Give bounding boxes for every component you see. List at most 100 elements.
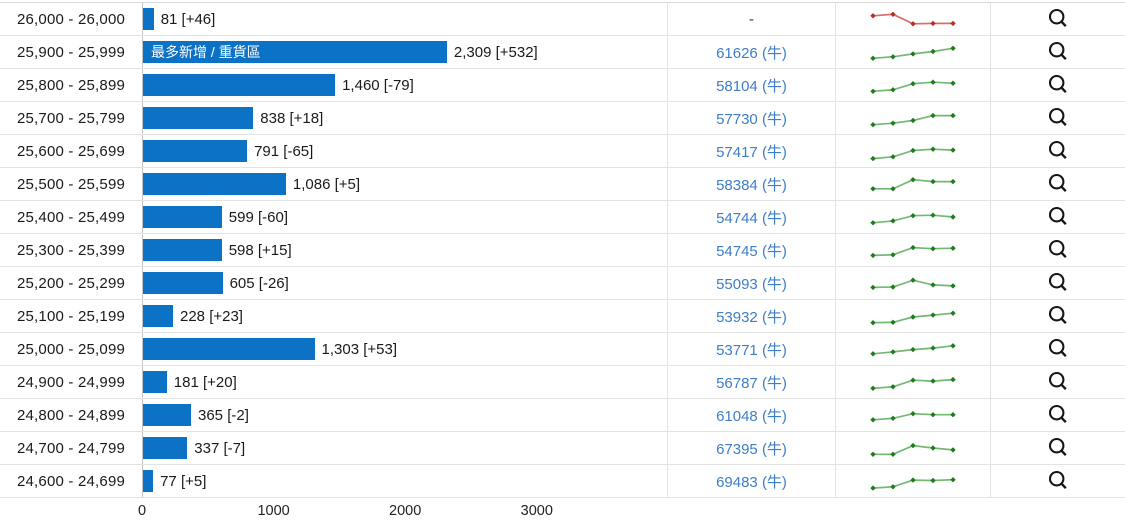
table-row: 25,400 - 25,499 599 [-60] 54744 (牛) <box>0 201 1125 234</box>
outstanding-cell: 69483 (牛) <box>667 465 835 497</box>
bar-value-label: 2,309 [+532] <box>453 43 538 61</box>
search-icon[interactable] <box>1047 140 1069 162</box>
trend-cell <box>835 399 990 431</box>
search-icon[interactable] <box>1047 8 1069 30</box>
bar-value-label: 81 [+46] <box>160 10 216 28</box>
price-range-label: 25,800 - 25,899 <box>16 76 126 94</box>
table-row: 24,800 - 24,899 365 [-2] 61048 (牛) <box>0 399 1125 432</box>
search-icon[interactable] <box>1047 107 1069 129</box>
volume-bar <box>143 173 286 195</box>
sparkline-point <box>890 120 896 126</box>
search-icon[interactable] <box>1047 338 1069 360</box>
price-range-label: 25,500 - 25,599 <box>16 175 126 193</box>
no-data-dash: - <box>749 10 754 28</box>
table-row: 25,600 - 25,699 791 [-65] 57417 (牛) <box>0 135 1125 168</box>
trend-sparkline <box>870 277 956 291</box>
outstanding-cell: 61626 (牛) <box>667 36 835 68</box>
sparkline-point <box>930 178 936 185</box>
outstanding-link[interactable]: 54745 (牛) <box>716 242 787 260</box>
search-icon[interactable] <box>1047 41 1069 63</box>
sparkline-point <box>870 13 876 19</box>
magnifier-glyph <box>1048 239 1067 259</box>
search-icon[interactable] <box>1047 437 1069 459</box>
trend-sparkline <box>870 146 956 162</box>
trend-cell <box>835 366 990 398</box>
outstanding-cell: 53932 (牛) <box>667 300 835 332</box>
outstanding-link[interactable]: 53932 (牛) <box>716 308 787 326</box>
outstanding-link[interactable]: 54744 (牛) <box>716 209 787 227</box>
search-icon[interactable] <box>1047 371 1069 393</box>
bar-value-label: 181 [+20] <box>173 373 237 391</box>
sparkline-point <box>950 20 956 27</box>
sparkline-point <box>930 20 936 27</box>
trend-sparkline <box>870 112 956 128</box>
magnifier-glyph <box>1048 437 1067 457</box>
search-icon[interactable] <box>1047 206 1069 228</box>
outstanding-link[interactable]: 55093 (牛) <box>716 275 787 293</box>
volume-bar <box>143 206 222 228</box>
search-icon[interactable] <box>1047 173 1069 195</box>
search-cell <box>990 3 1125 35</box>
bar-cell: 1,460 [-79] <box>142 69 667 101</box>
search-cell <box>990 399 1125 431</box>
search-icon[interactable] <box>1047 239 1069 261</box>
sparkline-point <box>930 212 936 218</box>
volume-bar <box>143 272 223 294</box>
outstanding-link[interactable]: 58384 (牛) <box>716 176 787 194</box>
sparkline-point <box>870 186 876 192</box>
sparkline-point <box>910 177 916 183</box>
sparkline-point <box>870 284 876 291</box>
outstanding-link[interactable]: 69483 (牛) <box>716 473 787 491</box>
search-icon[interactable] <box>1047 470 1069 492</box>
trend-cell <box>835 432 990 464</box>
volume-bar <box>143 404 191 426</box>
sparkline-point <box>930 477 936 484</box>
bar-cell: 最多新增 / 重貨區 2,309 [+532] <box>142 36 667 68</box>
bar-cell: 838 [+18] <box>142 102 667 134</box>
trend-sparkline <box>870 442 956 457</box>
sparkline-point <box>950 245 956 251</box>
sparkline-point <box>950 343 956 349</box>
search-cell <box>990 267 1125 299</box>
sparkline-point <box>890 154 896 160</box>
search-icon[interactable] <box>1047 404 1069 426</box>
bar-cell: 228 [+23] <box>142 300 667 332</box>
trend-sparkline <box>870 244 956 259</box>
magnifier-glyph <box>1048 371 1067 391</box>
search-icon[interactable] <box>1047 272 1069 294</box>
sparkline-point <box>870 451 876 457</box>
volume-bar <box>143 437 188 459</box>
search-cell <box>990 69 1125 101</box>
sparkline-point <box>870 485 876 491</box>
outstanding-link[interactable]: 58104 (牛) <box>716 77 787 95</box>
outstanding-cell: 67395 (牛) <box>667 432 835 464</box>
outstanding-link[interactable]: 57417 (牛) <box>716 143 787 161</box>
trend-sparkline <box>870 376 956 391</box>
outstanding-link[interactable]: 57730 (牛) <box>716 110 787 128</box>
sparkline-point <box>910 147 916 154</box>
trend-sparkline <box>870 212 956 226</box>
volume-bar <box>143 140 248 162</box>
search-cell <box>990 201 1125 233</box>
outstanding-link[interactable]: 61048 (牛) <box>716 407 787 425</box>
trend-cell <box>835 234 990 266</box>
sparkline-point <box>890 186 896 192</box>
bar-value-label: 598 [+15] <box>228 241 292 259</box>
search-icon[interactable] <box>1047 305 1069 327</box>
outstanding-link[interactable]: 53771 (牛) <box>716 341 787 359</box>
bar-cell: 598 [+15] <box>142 234 667 266</box>
table-row: 25,500 - 25,599 1,086 [+5] 58384 (牛) <box>0 168 1125 201</box>
search-cell <box>990 36 1125 68</box>
outstanding-link[interactable]: 61626 (牛) <box>716 44 787 62</box>
sparkline-point <box>890 484 896 490</box>
sparkline-point <box>870 417 876 423</box>
search-icon[interactable] <box>1047 74 1069 96</box>
trend-cell <box>835 69 990 101</box>
magnifier-glyph <box>1048 404 1067 424</box>
volume-bar <box>143 74 336 96</box>
sparkline-point <box>890 349 896 355</box>
bar-value-label: 337 [-7] <box>194 439 246 457</box>
outstanding-link[interactable]: 56787 (牛) <box>716 374 787 392</box>
outstanding-link[interactable]: 67395 (牛) <box>716 440 787 458</box>
